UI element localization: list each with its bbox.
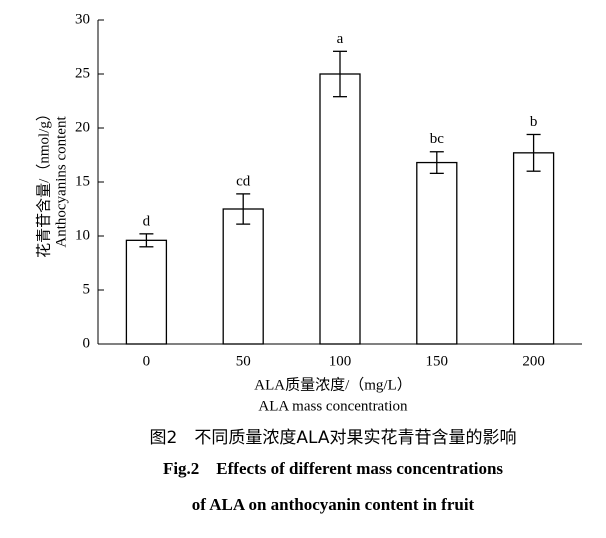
error-bar: [139, 233, 154, 248]
caption: of ALA on anthocyanin content in fruit: [192, 495, 475, 514]
bar: [125, 239, 168, 345]
y-tick-label: 0: [83, 335, 91, 351]
error-bar: [429, 151, 444, 175]
y-tick-label: 30: [75, 11, 90, 27]
error-bar: [333, 50, 347, 98]
significance-letter: a: [337, 31, 344, 47]
bar: [416, 161, 458, 345]
significance-letter: bc: [430, 131, 445, 147]
error-bar: [236, 193, 251, 225]
x-label: ALA mass concentration: [258, 398, 408, 414]
bar: [512, 152, 555, 345]
bar: [222, 208, 264, 345]
x-tick-label: 200: [522, 353, 545, 369]
significance-letter: cd: [236, 173, 251, 189]
x-tick-label: 150: [426, 353, 449, 369]
error-bar: [526, 133, 541, 172]
y-tick-label: 10: [75, 227, 90, 243]
y-tick-label: 25: [75, 65, 90, 81]
x-tick-label: 100: [329, 353, 352, 369]
bar: [319, 73, 361, 345]
x-tick-label: 0: [143, 353, 151, 369]
y-tick-label: 15: [75, 173, 90, 189]
y-tick-label: 5: [83, 281, 91, 297]
x-label: ALA质量浓度/（mg/L）: [254, 376, 412, 393]
y-label: 花青苷含量/（nmol/g）: [35, 106, 52, 258]
x-tick-label: 50: [236, 353, 251, 369]
y-label: Anthocyanins content: [53, 116, 69, 248]
y-tick-label: 20: [75, 119, 90, 135]
significance-letter: d: [143, 213, 151, 229]
caption: 图2 不同质量浓度ALA对果实花青苷含量的影响: [150, 428, 517, 448]
significance-letter: b: [530, 114, 538, 130]
caption: Fig.2 Effects of different mass concentr…: [163, 459, 503, 478]
